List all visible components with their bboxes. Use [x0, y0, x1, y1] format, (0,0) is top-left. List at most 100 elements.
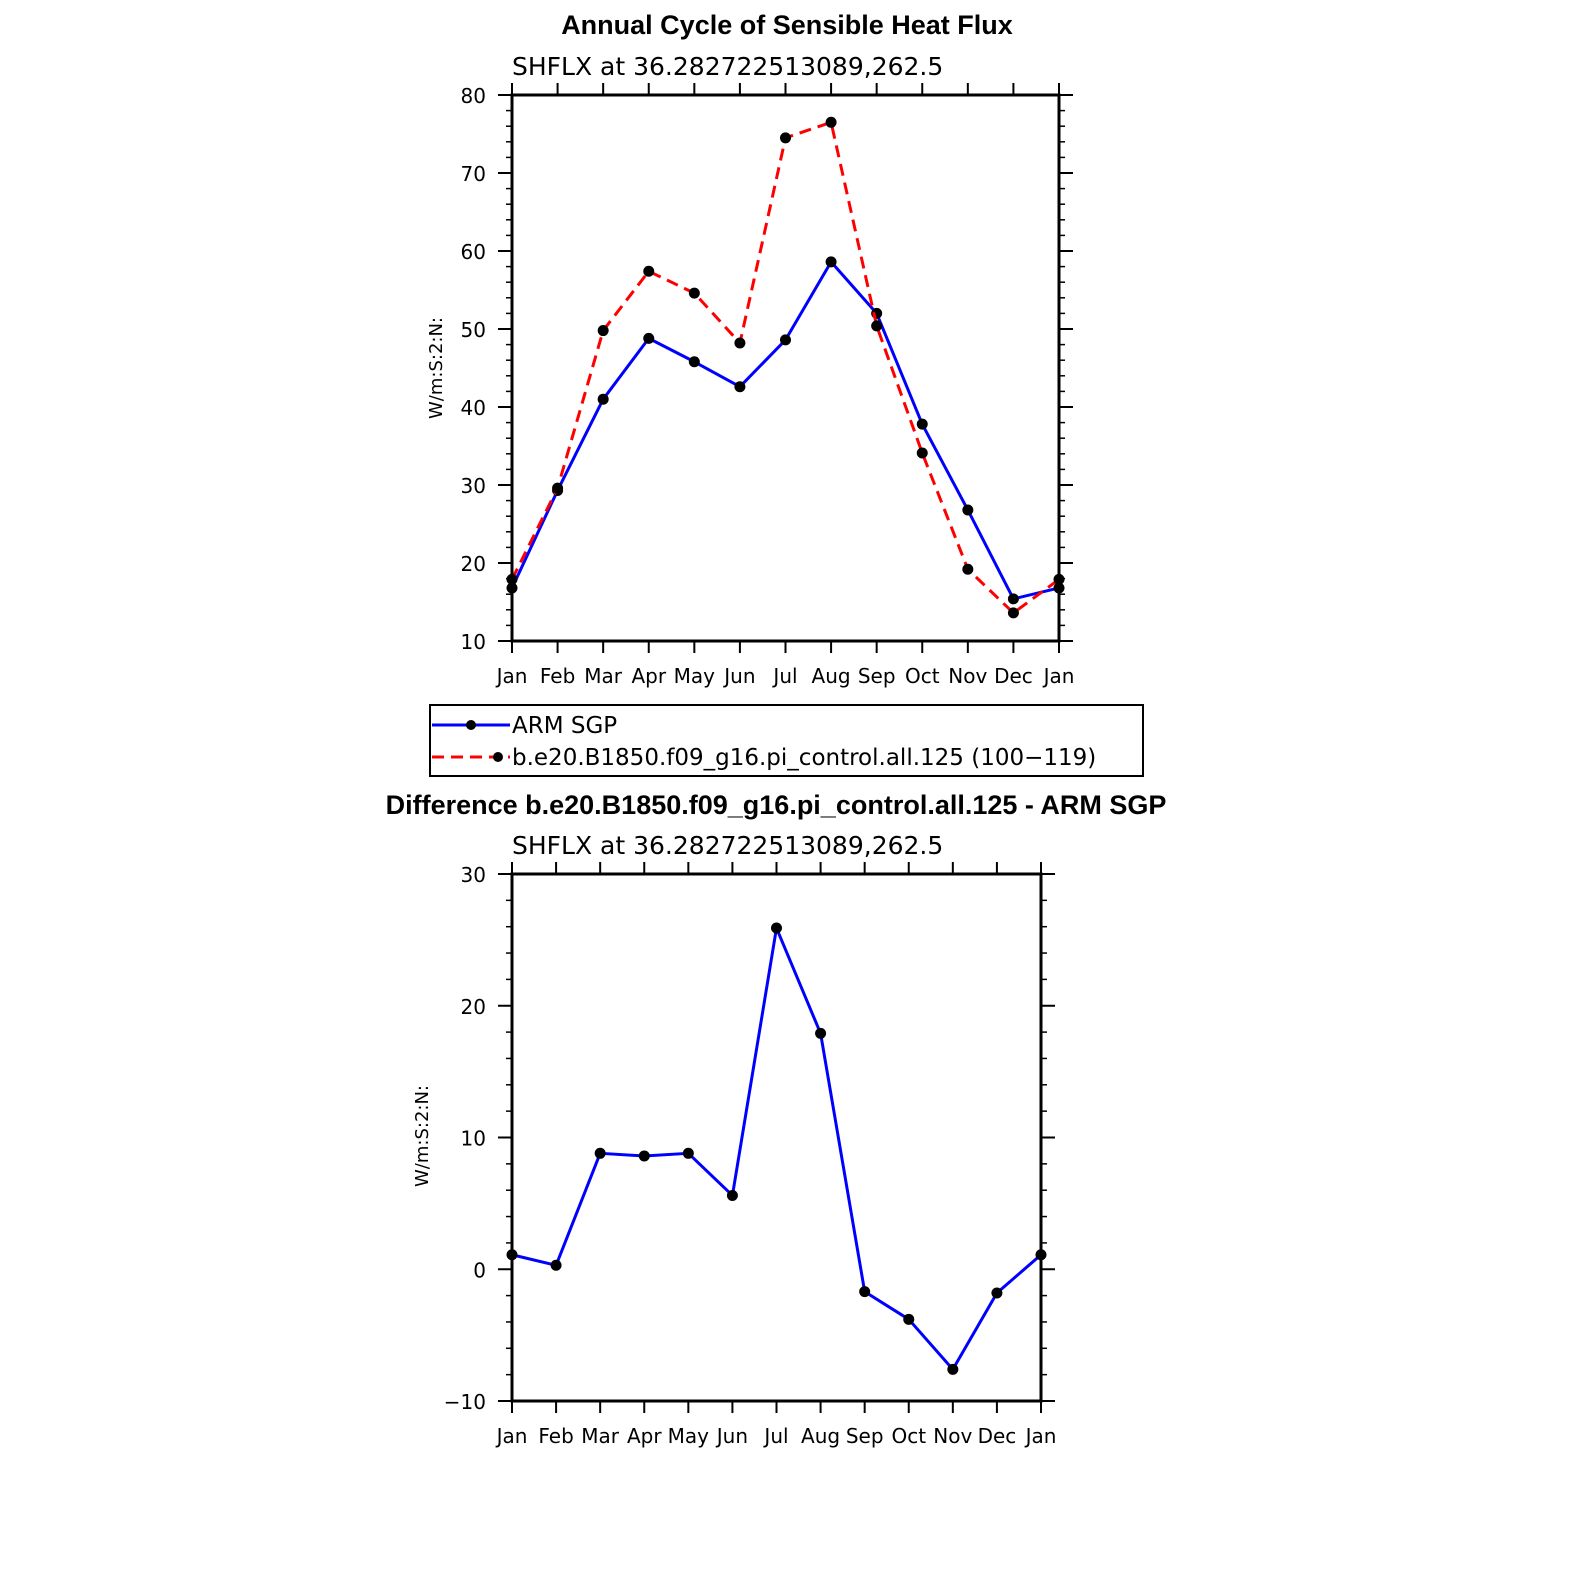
data-point: [1053, 573, 1065, 585]
data-point: [962, 504, 974, 516]
data-point: [1007, 607, 1019, 619]
x-tick-label: Sep: [858, 664, 896, 688]
y-tick-label: 50: [461, 318, 486, 342]
annual-cycle-chart: Annual Cycle of Sensible Heat Flux SHFLX…: [426, 10, 1144, 777]
data-point: [771, 922, 782, 934]
difference-chart: Difference b.e20.B1850.f09_g16.pi_contro…: [386, 790, 1167, 1448]
data-point: [506, 1249, 518, 1261]
x-tick-label: Oct: [905, 664, 940, 688]
chart1-axes: Jan Feb Mar Apr May Jun Jul Aug Sep Oct Nov Dec Jan 1…: [461, 83, 1075, 688]
y-tick-label: 40: [461, 396, 486, 420]
data-point: [688, 356, 700, 368]
chart1-y-axis-label: W/m:S:2:N:: [426, 317, 447, 419]
data-point: [859, 1286, 871, 1298]
legend-marker-model: [493, 752, 503, 762]
data-point: [638, 1150, 650, 1162]
data-point: [916, 418, 928, 430]
data-point: [597, 325, 609, 337]
chart2-y-axis-label: W/m:S:2:N:: [412, 1085, 433, 1187]
data-point: [903, 1313, 915, 1325]
data-point: [780, 334, 791, 346]
x-tick-label: Feb: [540, 664, 575, 688]
data-point: [734, 337, 746, 349]
chart2-axes: Jan Feb Mar Apr May Jun Jul Aug Sep Oct Nov Dec Jan−…: [444, 862, 1057, 1448]
data-point: [815, 1027, 827, 1039]
series-line-0: [511, 926, 1042, 1371]
x-tick-label: Feb: [538, 1424, 573, 1448]
legend-box: [429, 704, 1144, 777]
data-point: [825, 256, 837, 268]
legend-marker-arm-sgp: [466, 720, 476, 730]
x-tick-label: May: [674, 664, 716, 688]
x-tick-label: Apr: [631, 664, 666, 688]
chart1-legend: ARM SGP b.e20.B1850.f09_g16.pi_control.a…: [429, 704, 1144, 777]
chart1-series: [506, 116, 1065, 619]
data-point: [594, 1147, 606, 1159]
y-tick-label: 30: [461, 863, 486, 887]
data-point: [1007, 593, 1019, 605]
y-tick-label: 10: [461, 1127, 486, 1151]
x-tick-label: Jul: [771, 664, 797, 688]
x-tick-label: Aug: [801, 1424, 840, 1448]
y-tick-label: 10: [461, 630, 486, 654]
chart2-title: Difference b.e20.B1850.f09_g16.pi_contro…: [386, 790, 1167, 820]
x-tick-label: Apr: [627, 1424, 662, 1448]
plot-frame: [510, 93, 1061, 643]
x-tick-label: Jul: [762, 1424, 788, 1448]
x-tick-label: Jun: [715, 1424, 748, 1448]
x-tick-label: Dec: [994, 664, 1033, 688]
x-tick-label: Sep: [846, 1424, 884, 1448]
chart1-title: Annual Cycle of Sensible Heat Flux: [561, 10, 1013, 40]
y-tick-label: 0: [473, 1258, 486, 1282]
data-point: [916, 447, 928, 459]
data-point: [1053, 582, 1065, 594]
chart1-subtitle: SHFLX at 36.282722513089,262.5: [512, 52, 943, 81]
data-point: [597, 393, 609, 405]
data-point: [871, 320, 883, 332]
data-point: [947, 1363, 959, 1375]
x-tick-label: Nov: [948, 664, 987, 688]
legend-label-model: b.e20.B1850.f09_g16.pi_control.all.125 (…: [512, 745, 1096, 771]
y-tick-label: −10: [444, 1390, 486, 1414]
data-point: [643, 332, 655, 344]
x-tick-label: Jan: [495, 664, 528, 688]
data-point: [780, 132, 791, 144]
y-tick-label: 20: [461, 995, 486, 1019]
y-tick-label: 80: [461, 84, 486, 108]
data-point: [1035, 1249, 1047, 1261]
x-tick-label: Aug: [812, 664, 851, 688]
series-line-0: [510, 260, 1060, 601]
x-tick-label: Dec: [978, 1424, 1017, 1448]
data-point: [550, 1259, 562, 1271]
data-point: [688, 287, 700, 299]
legend-label-arm-sgp: ARM SGP: [512, 713, 617, 739]
y-tick-label: 60: [461, 240, 486, 264]
data-point: [734, 381, 746, 393]
data-point: [643, 265, 655, 277]
x-tick-label: Jan: [495, 1424, 528, 1448]
x-tick-label: Nov: [933, 1424, 972, 1448]
y-tick-label: 20: [461, 552, 486, 576]
data-point: [552, 482, 564, 494]
x-tick-label: Mar: [584, 664, 623, 688]
x-tick-label: Oct: [891, 1424, 926, 1448]
data-point: [506, 573, 518, 585]
data-point: [682, 1147, 694, 1159]
x-tick-label: Mar: [581, 1424, 620, 1448]
y-tick-label: 30: [461, 474, 486, 498]
data-point: [962, 563, 974, 575]
data-point: [726, 1189, 738, 1201]
data-point: [991, 1287, 1003, 1299]
x-tick-label: Jun: [722, 664, 755, 688]
data-point: [825, 116, 837, 128]
y-tick-label: 70: [461, 162, 486, 186]
x-tick-label: May: [668, 1424, 710, 1448]
x-tick-label: Jan: [1024, 1424, 1057, 1448]
plot-frame: [510, 872, 1043, 1403]
chart2-subtitle: SHFLX at 36.282722513089,262.5: [512, 831, 943, 860]
chart2-series: [506, 922, 1047, 1375]
series-line-1: [510, 120, 1060, 615]
data-point: [506, 582, 518, 594]
x-tick-label: Jan: [1042, 664, 1075, 688]
